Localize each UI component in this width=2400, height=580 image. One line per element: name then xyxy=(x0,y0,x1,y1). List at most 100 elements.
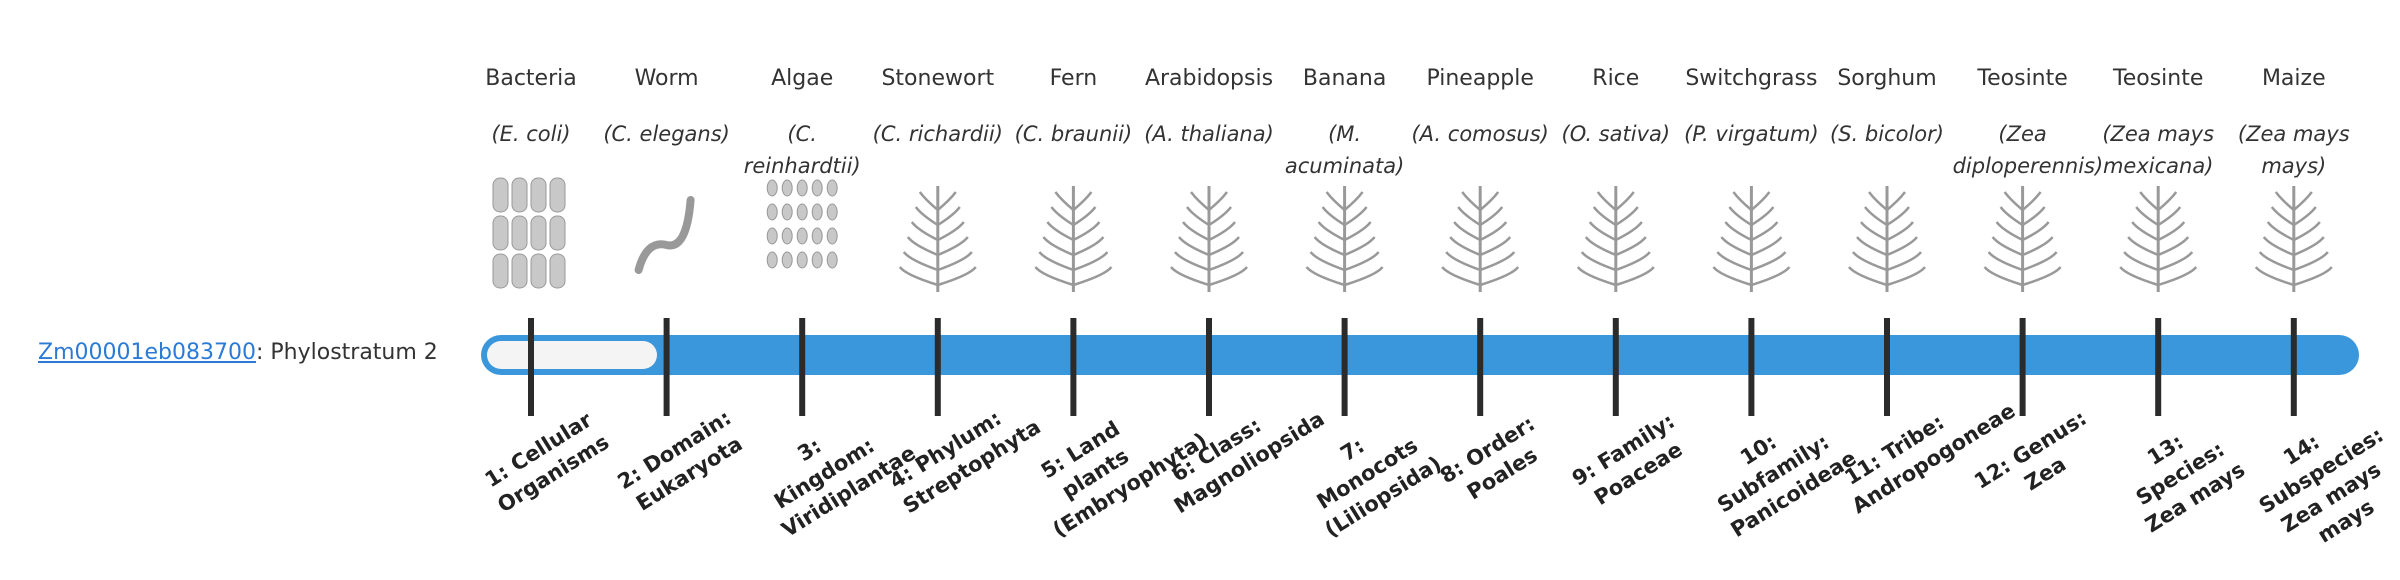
leaf xyxy=(914,206,939,227)
leaf xyxy=(937,236,969,257)
cell xyxy=(766,203,778,221)
leaf xyxy=(1724,221,1752,242)
leaf xyxy=(1615,251,1651,272)
leaf xyxy=(2262,236,2295,257)
leaf xyxy=(898,266,939,287)
timeline-fill xyxy=(487,341,657,369)
leaf xyxy=(1190,191,1210,211)
leaf xyxy=(1453,221,1481,242)
organism-illustration xyxy=(766,179,838,269)
leaf xyxy=(1072,191,1093,211)
organism-illustration xyxy=(1170,186,1248,292)
leaf xyxy=(2293,266,2333,287)
organism-name: Teosinte xyxy=(1977,66,2068,91)
organism-name: Rice xyxy=(1592,66,1640,91)
gene-label: Zm00001eb083700: Phylostratum 2 xyxy=(38,340,438,365)
cell xyxy=(511,215,528,251)
leaf xyxy=(936,191,957,211)
leaf xyxy=(1750,191,1771,211)
leaf xyxy=(1576,266,1617,287)
leaf xyxy=(1751,266,1791,287)
cell xyxy=(492,215,509,251)
cell xyxy=(549,215,566,251)
organism-name: Pineapple xyxy=(1426,66,1534,91)
organism-illustration xyxy=(1712,186,1791,292)
leaf xyxy=(1072,221,1101,242)
leaf xyxy=(2003,191,2024,211)
leaf xyxy=(1868,191,1888,211)
leaf xyxy=(1592,206,1617,227)
leaf xyxy=(1864,206,1888,227)
organism-name: Bacteria xyxy=(485,66,577,91)
leaf xyxy=(2157,206,2182,227)
leaf xyxy=(1343,206,1368,227)
organism-name: Switchgrass xyxy=(1685,66,1818,91)
leaf xyxy=(1856,236,1888,257)
species-name: (O. sativa) xyxy=(1561,122,1671,146)
leaf xyxy=(937,266,977,287)
leaf xyxy=(1479,206,1504,227)
cell xyxy=(826,203,838,221)
cell xyxy=(766,179,778,197)
leaf xyxy=(1716,251,1752,272)
cell xyxy=(796,203,808,221)
leaf xyxy=(1860,221,1888,242)
species-name: (M. acuminata) xyxy=(1284,122,1405,178)
gene-link[interactable]: Zm00001eb083700 xyxy=(38,340,256,365)
leaf xyxy=(1479,251,1516,272)
leaf xyxy=(1170,266,1210,287)
leaf xyxy=(2022,236,2054,257)
cell xyxy=(766,251,778,269)
organism-illustration xyxy=(2254,186,2333,292)
leaf xyxy=(1615,206,1639,227)
leaf xyxy=(1886,221,1914,242)
leaf xyxy=(1208,206,1232,227)
leaf xyxy=(1732,191,1753,211)
leaf xyxy=(1848,266,1888,287)
leaf xyxy=(1596,191,1617,211)
organism-name: Algae xyxy=(771,66,834,91)
leaf xyxy=(2270,206,2295,227)
species-name: (C. richardii) xyxy=(872,122,1003,146)
leaf xyxy=(2021,191,2042,211)
species-name: (A. comosus) xyxy=(1411,122,1549,146)
organism-illustration xyxy=(1441,186,1520,292)
leaf xyxy=(2022,266,2062,287)
leaf xyxy=(2123,251,2159,272)
leaf xyxy=(1886,251,1922,272)
leaf xyxy=(1343,191,1364,211)
cell xyxy=(796,227,808,245)
leaf xyxy=(1461,191,1482,211)
leaf xyxy=(1584,236,1617,257)
leaf xyxy=(1208,236,1240,257)
leaf xyxy=(1072,206,1097,227)
leaf xyxy=(1046,221,1074,242)
leaf xyxy=(902,251,939,272)
cell xyxy=(530,177,547,213)
leaf xyxy=(2135,206,2159,227)
leaf xyxy=(1479,191,1500,211)
leaf xyxy=(2022,251,2058,272)
leaf xyxy=(1479,221,1508,242)
cell xyxy=(511,177,528,213)
leaf xyxy=(1344,236,1376,257)
cell xyxy=(549,253,566,289)
organism-name: Banana xyxy=(1302,66,1387,91)
leaf xyxy=(1309,251,1346,272)
leaf xyxy=(1886,236,1918,257)
leaf xyxy=(1852,251,1888,272)
leaf xyxy=(1325,191,1346,211)
cell xyxy=(826,251,838,269)
leaf xyxy=(1317,221,1346,242)
cell xyxy=(781,203,793,221)
cell xyxy=(796,251,808,269)
organism-illustration xyxy=(1305,186,1384,292)
species-name: (C. reinhardtii) xyxy=(743,122,861,178)
leaf xyxy=(2293,236,2325,257)
phylostratum-text: : Phylostratum 2 xyxy=(255,340,438,365)
organism-name: Fern xyxy=(1049,66,1098,91)
organism-name: Arabidopsis xyxy=(1144,66,1274,91)
organism-name: Worm xyxy=(634,66,699,91)
